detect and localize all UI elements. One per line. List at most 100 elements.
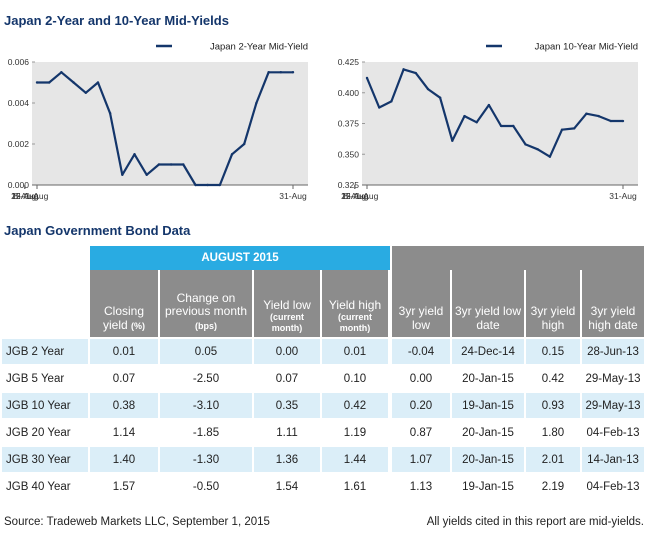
table-cell: 1.54 (254, 472, 322, 499)
column-header: Yield high (current month) (322, 270, 392, 337)
table-cell: 0.00 (254, 337, 322, 364)
table-cell: 0.38 (90, 391, 160, 418)
table-cell: 29-May-13 (582, 391, 646, 418)
data-point (230, 153, 234, 156)
table-cell: 1.19 (322, 418, 392, 445)
column-header-sub: (current month) (269, 312, 304, 333)
x-tick-label: 8-Aug (13, 191, 36, 201)
y-tick-label: 0.425 (338, 57, 360, 67)
column-header: 3yr yield low (392, 270, 452, 337)
table-cell: -1.30 (160, 445, 254, 472)
data-point (60, 71, 63, 74)
table-cell: 0.00 (392, 364, 452, 391)
table-cell: 0.10 (322, 364, 392, 391)
x-tick-label: 22-Aug (341, 191, 369, 201)
table-cell: 1.57 (90, 472, 160, 499)
y-tick-label: 0.350 (338, 149, 360, 159)
table-row: JGB 30 Year 1.40 -1.30 1.36 1.44 1.07 20-Jan-1… (2, 445, 646, 472)
data-point (499, 124, 503, 128)
data-point (597, 114, 600, 118)
table-row: JGB 20 Year 1.14 -1.85 1.11 1.19 0.87 20-Jan-1… (2, 418, 646, 445)
table-cell: -0.04 (392, 337, 452, 364)
data-point (512, 124, 515, 128)
data-point (121, 173, 124, 176)
table-title: Japan Government Bond Data (4, 223, 191, 238)
table-cell: 0.07 (90, 364, 160, 391)
chart-2year: Japan 2-Year Mid-Yield 0.006 0.004 0.002 0.0… (0, 36, 320, 211)
legend: Japan 10-Year Mid-Yield (486, 42, 638, 53)
table-row: JGB 40 Year 1.57 -0.50 1.54 1.61 1.13 19-Jan-1… (2, 472, 646, 499)
table-cell: -2.50 (160, 364, 254, 391)
column-header-label: 3yr yield high date (588, 304, 638, 333)
data-point (169, 163, 173, 166)
column-header: Change on previous month (bps) (160, 270, 254, 337)
data-point (84, 91, 87, 94)
table-cell: 2.19 (526, 472, 582, 499)
y-tick-label: 0.004 (8, 98, 30, 108)
table-cell: 1.40 (90, 445, 160, 472)
data-point (218, 183, 222, 187)
data-point (463, 114, 466, 118)
bond-name-cell: JGB 10 Year (2, 391, 90, 418)
data-point (548, 155, 552, 158)
column-header: 3yr yield high date (582, 270, 646, 337)
data-point (585, 112, 588, 115)
table-cell: -1.85 (160, 418, 254, 445)
data-point (157, 163, 161, 166)
table-cell: 1.61 (322, 472, 392, 499)
legend-label: Japan 10-Year Mid-Yield (535, 42, 638, 53)
table-cell: 19-Jan-15 (452, 472, 526, 499)
y-tick-label: 0.000 (8, 180, 30, 190)
chart-2year-svg: Japan 2-Year Mid-Yield 0.006 0.004 0.002 0.0… (8, 42, 308, 201)
column-header-sub: (current month) (337, 312, 372, 333)
table-cell: 24-Dec-14 (452, 337, 526, 364)
table-cell: 0.87 (392, 418, 452, 445)
table-cell: 1.36 (254, 445, 322, 472)
bond-name-cell: JGB 40 Year (2, 472, 90, 499)
x-tick-label: 8-Aug (343, 191, 366, 201)
column-header-label: Yield low (263, 297, 311, 312)
data-point (402, 68, 405, 71)
data-point (536, 148, 539, 151)
column-header-label: Closing yield (102, 304, 145, 333)
table-cell: 1.11 (254, 418, 322, 445)
data-point (438, 96, 442, 99)
table-row: JGB 10 Year 0.38 -3.10 0.35 0.42 0.20 19-Jan-1… (2, 391, 646, 418)
charts-title: Japan 2-Year and 10-Year Mid-Yields (4, 13, 229, 28)
bond-data-table: AUGUST 2015 Closing yield (%) Change on p… (2, 246, 646, 499)
y-tick-label: 0.002 (8, 139, 30, 149)
column-header-label: 3yr yield low (398, 304, 444, 333)
data-point (47, 81, 51, 84)
data-point (194, 183, 197, 187)
data-point (487, 103, 491, 107)
data-point (426, 87, 430, 91)
data-point (291, 71, 295, 74)
x-tick-label: 1-Aug (26, 191, 49, 201)
data-point (243, 142, 246, 146)
footer-note: All yields cited in this report are mid-… (426, 516, 644, 528)
column-header-unit: (bps) (195, 321, 217, 332)
footer-source: Source: Tradeweb Markets LLC, September … (4, 516, 270, 528)
data-point (267, 71, 270, 74)
column-header: 3yr yield low date (452, 270, 526, 337)
table-cell: 2.01 (526, 445, 582, 472)
table-cell: 04-Feb-13 (582, 472, 646, 499)
column-header-label: Change on previous month (164, 290, 248, 319)
x-tick-label: 15-Aug (11, 191, 39, 201)
legend: Japan 2-Year Mid-Yield (156, 42, 308, 53)
table-cell: 0.35 (254, 391, 322, 418)
data-point (414, 71, 417, 75)
table-cell: 0.01 (90, 337, 160, 364)
series-line (37, 71, 293, 187)
table-cell: 0.05 (160, 337, 254, 364)
data-point (524, 143, 527, 146)
data-point (206, 183, 209, 187)
column-header-label: 3yr yield low date (454, 304, 522, 333)
table-cell: 0.01 (322, 337, 392, 364)
data-point (255, 101, 258, 105)
table-cell: 19-Jan-15 (452, 391, 526, 418)
table-cell: -3.10 (160, 391, 254, 418)
table-header-top: AUGUST 2015 (2, 246, 646, 270)
data-point (145, 173, 148, 176)
x-tick-label: 15-Aug (341, 191, 369, 201)
